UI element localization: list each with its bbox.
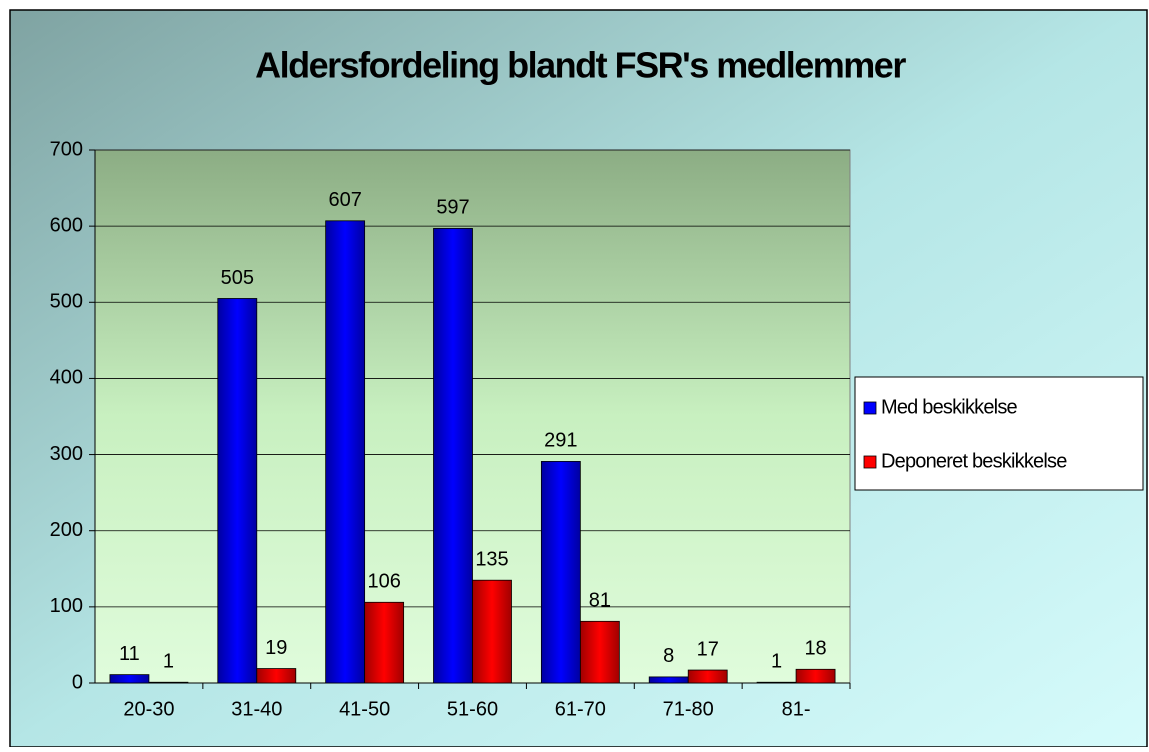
- bar: [579, 620, 620, 684]
- data-label: 18: [804, 638, 826, 660]
- y-tick-label: 200: [50, 519, 83, 541]
- data-label: 8: [663, 645, 674, 667]
- legend-swatch: [863, 401, 877, 415]
- data-label: 11: [119, 643, 140, 665]
- bar: [148, 681, 189, 684]
- data-label: 106: [367, 571, 400, 593]
- bar: [364, 601, 405, 684]
- bar: [795, 668, 836, 684]
- legend-swatch: [863, 455, 877, 469]
- data-label: 135: [475, 548, 508, 570]
- x-tick-label: 20-30: [123, 698, 174, 720]
- x-tick-label: 51-60: [447, 698, 498, 720]
- x-tick-label: 71-80: [663, 698, 714, 720]
- legend-label: Deponeret beskikkelse: [881, 450, 1067, 472]
- data-label: 19: [265, 637, 287, 659]
- x-tick-label: 41-50: [339, 698, 390, 720]
- bar: [109, 674, 150, 684]
- bar: [217, 298, 258, 684]
- y-tick-label: 0: [72, 671, 83, 693]
- bar: [325, 220, 366, 684]
- bar: [756, 681, 797, 684]
- data-label: 607: [328, 189, 361, 211]
- data-label: 597: [436, 197, 469, 219]
- y-tick-label: 600: [50, 214, 83, 236]
- y-tick-label: 400: [50, 367, 83, 389]
- bar: [648, 676, 689, 684]
- data-label: 1: [771, 651, 782, 673]
- data-label: 1: [163, 651, 174, 673]
- legend-label: Med beskikkelse: [881, 396, 1018, 418]
- data-label: 505: [221, 267, 254, 289]
- x-tick-label: 31-40: [231, 698, 282, 720]
- y-tick-label: 500: [50, 291, 83, 313]
- bar: [687, 669, 728, 684]
- data-label: 17: [697, 638, 719, 660]
- bar: [540, 461, 581, 684]
- bar: [472, 579, 512, 684]
- data-label: 81: [589, 590, 611, 612]
- chart-title: Aldersfordeling blandt FSR's medlemmer: [255, 45, 906, 86]
- x-tick-label: 61-70: [555, 698, 606, 720]
- data-label: 291: [544, 430, 577, 452]
- legend: [854, 376, 1144, 491]
- bar: [433, 228, 473, 684]
- y-tick-label: 300: [50, 443, 83, 465]
- y-tick-label: 700: [50, 138, 83, 160]
- y-tick-label: 100: [50, 595, 83, 617]
- x-tick-label: 81-: [782, 698, 811, 720]
- bar: [256, 668, 297, 684]
